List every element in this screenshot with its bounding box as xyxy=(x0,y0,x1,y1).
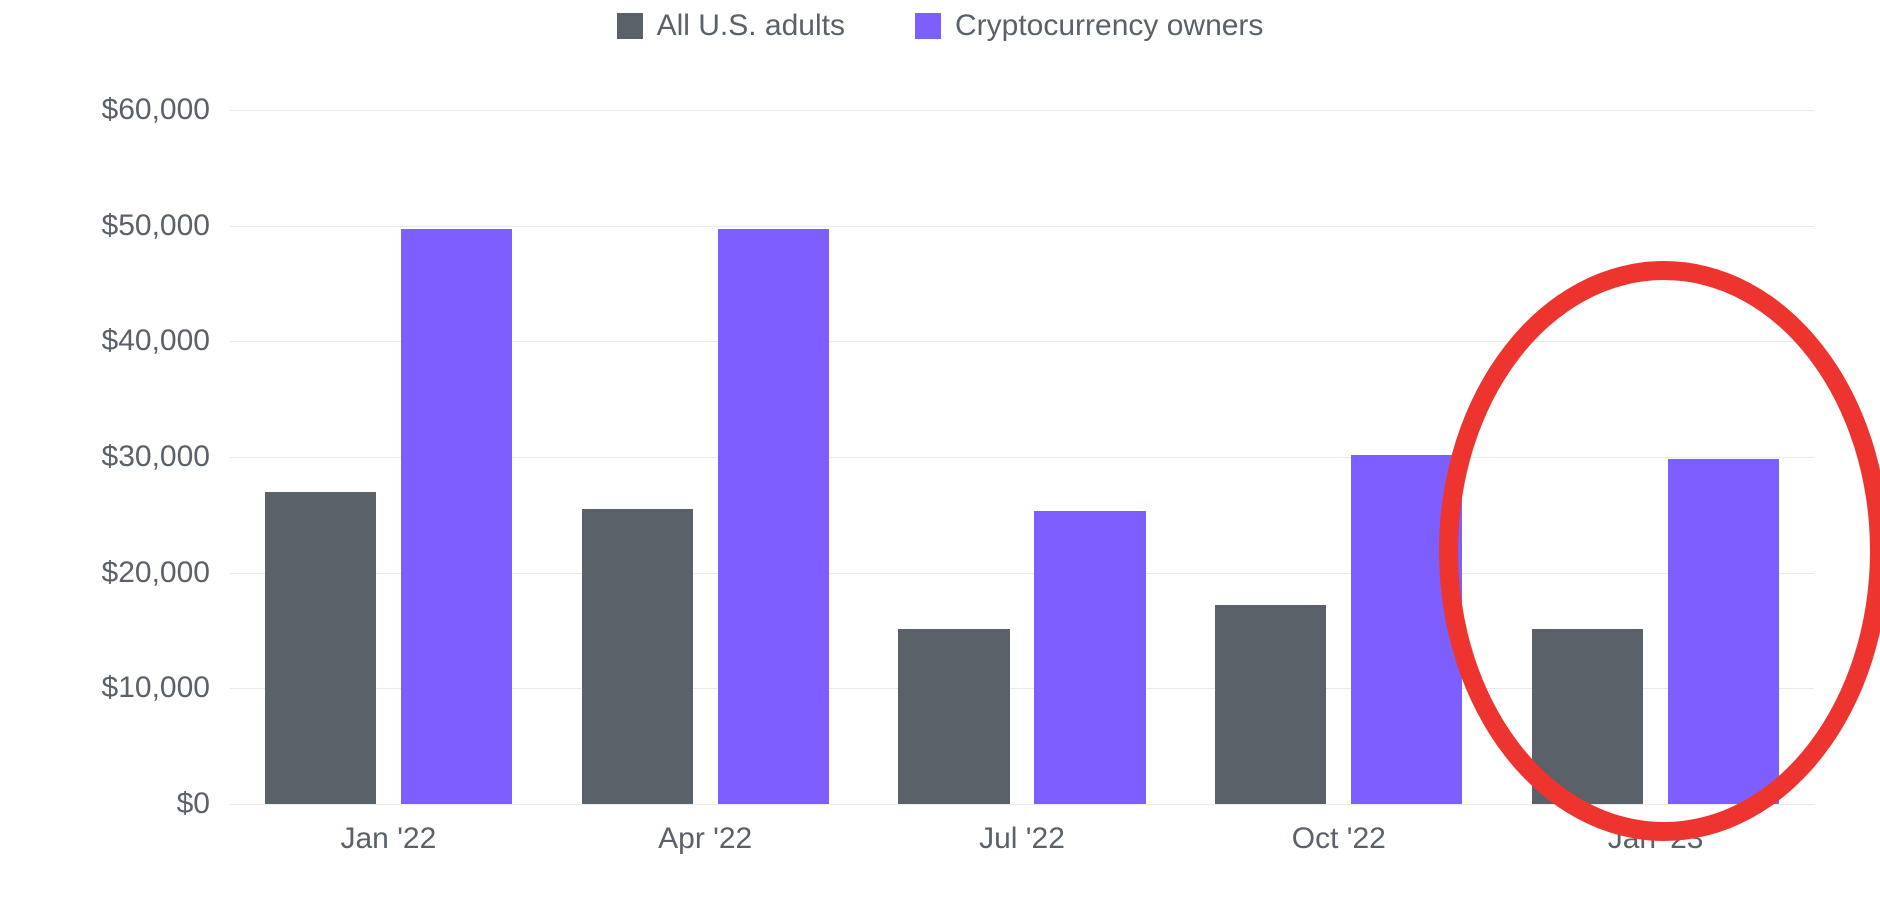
chart-container: All U.S. adultsCryptocurrency owners $0$… xyxy=(0,0,1880,913)
x-tick-label: Oct '22 xyxy=(1292,822,1386,856)
x-tick-label: Apr '22 xyxy=(658,822,752,856)
bar-crypto_owners xyxy=(1351,455,1462,804)
y-tick-label: $60,000 xyxy=(58,93,210,127)
y-tick-label: $30,000 xyxy=(58,440,210,474)
bar-all_us_adults xyxy=(1532,629,1643,804)
bar-crypto_owners xyxy=(1034,511,1145,804)
y-tick-label: $0 xyxy=(58,787,210,821)
legend-item-all_us_adults: All U.S. adults xyxy=(617,9,845,43)
y-tick-label: $20,000 xyxy=(58,556,210,590)
x-tick-label: Jul '22 xyxy=(979,822,1065,856)
gridline xyxy=(230,110,1814,111)
bar-all_us_adults xyxy=(265,492,376,804)
bar-all_us_adults xyxy=(1215,605,1326,804)
legend: All U.S. adults Cryptocurrency owners xyxy=(0,0,1880,52)
legend-swatch xyxy=(617,13,643,39)
y-tick-label: $40,000 xyxy=(58,324,210,358)
gridline xyxy=(230,226,1814,227)
bar-crypto_owners xyxy=(718,229,829,804)
x-tick-label: Jan '22 xyxy=(340,822,436,856)
annotation-ellipse xyxy=(1439,261,1880,841)
legend-item-crypto_owners: Cryptocurrency owners xyxy=(915,9,1263,43)
bar-all_us_adults xyxy=(898,629,1009,804)
bar-crypto_owners xyxy=(401,229,512,804)
y-tick-label: $10,000 xyxy=(58,671,210,705)
x-tick-label: Jan '23 xyxy=(1608,822,1704,856)
y-tick-label: $50,000 xyxy=(58,209,210,243)
plot-area: $0$10,000$20,000$30,000$40,000$50,000$60… xyxy=(230,110,1814,804)
bar-all_us_adults xyxy=(582,509,693,804)
legend-label: All U.S. adults xyxy=(657,9,845,43)
gridline xyxy=(230,804,1814,805)
legend-label: Cryptocurrency owners xyxy=(955,9,1263,43)
bar-crypto_owners xyxy=(1668,459,1779,804)
legend-swatch xyxy=(915,13,941,39)
